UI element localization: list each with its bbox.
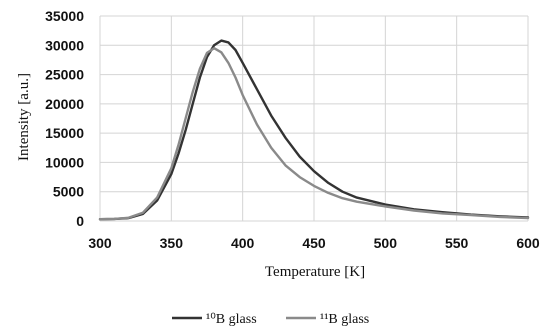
y-tick-label: 30000 [45,37,84,53]
x-tick-label: 600 [516,235,540,251]
y-tick-label: 10000 [45,154,84,170]
legend: ¹⁰B glass ¹¹B glass [172,312,369,327]
y-tick-label: 20000 [45,96,84,112]
series-lines [98,39,530,221]
x-tick-label: 450 [302,235,326,251]
x-tick-label: 500 [374,235,398,251]
x-tick-label: 300 [88,235,112,251]
y-tick-label: 15000 [45,125,84,141]
x-tick-labels: 300 350 400 450 500 550 600 [88,235,540,251]
y-tick-label: 5000 [53,184,84,200]
y-tick-label: 35000 [45,8,84,24]
y-tick-labels: 0 5000 10000 15000 20000 25000 30000 35000 [45,8,84,229]
y-axis-title: Intensity [a.u.] [16,73,32,161]
series-line-0 [98,39,530,221]
x-tick-label: 400 [231,235,255,251]
legend-label-0: ¹⁰B glass [206,312,257,327]
x-tick-label: 550 [445,235,469,251]
x-axis-title: Temperature [K] [265,264,365,280]
y-tick-label: 25000 [45,67,84,83]
legend-label-1: ¹¹B glass [320,312,369,327]
y-tick-label: 0 [76,213,84,229]
x-tick-label: 350 [160,235,184,251]
series-line-1 [98,47,530,221]
grid [99,15,529,222]
